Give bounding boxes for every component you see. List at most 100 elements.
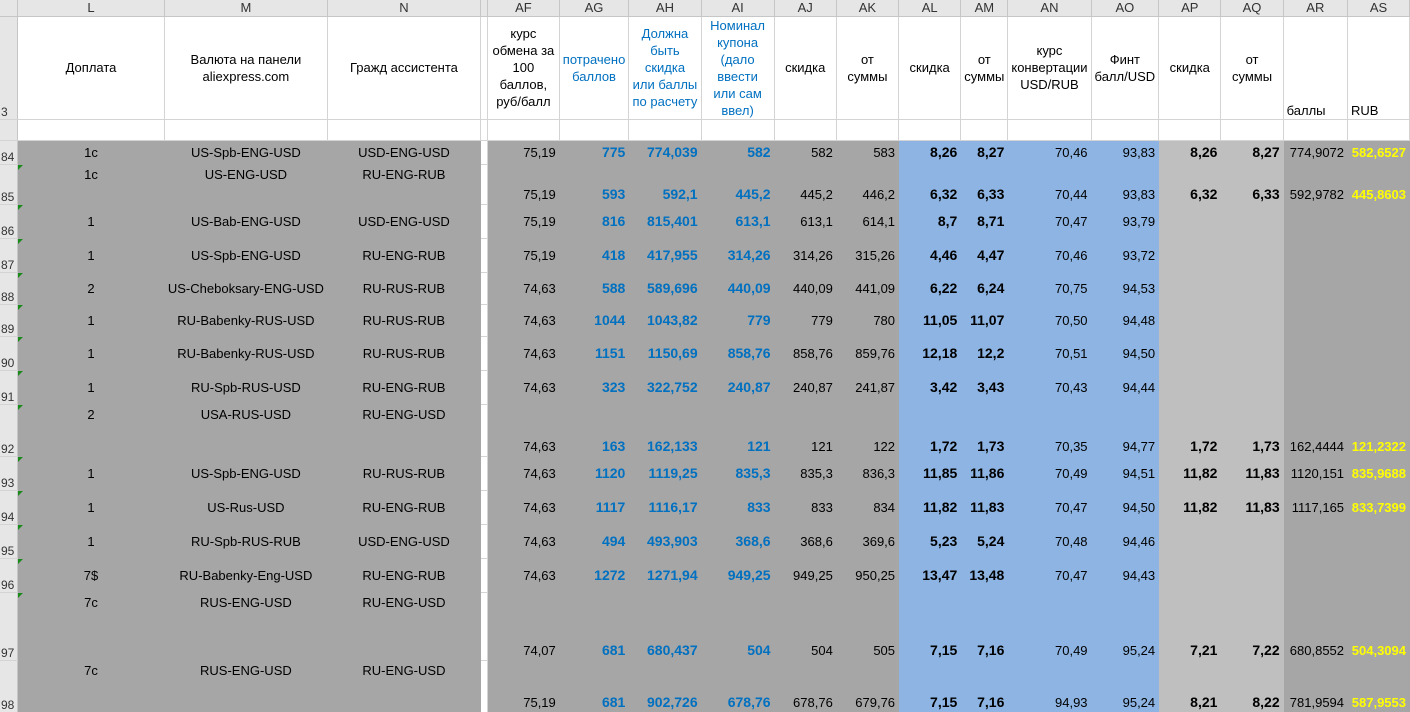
cell-l[interactable]: 2 xyxy=(17,272,165,305)
cell-ar[interactable]: 1120,151 xyxy=(1283,456,1349,491)
cell-ar[interactable]: 592,9782 xyxy=(1283,164,1349,205)
cell-al[interactable]: 7,15 xyxy=(898,592,962,661)
cell-l[interactable]: 7$ xyxy=(17,558,165,593)
cell-af[interactable]: 74,07 xyxy=(487,592,560,661)
comment-indicator-icon[interactable] xyxy=(17,491,23,496)
cell-ar[interactable] xyxy=(1283,336,1349,371)
column-header-n[interactable]: N xyxy=(327,0,481,17)
cell-am[interactable]: 7,16 xyxy=(960,592,1009,661)
cell-ao[interactable]: 93,83 xyxy=(1091,164,1160,205)
cell-aq[interactable]: 1,73 xyxy=(1220,404,1284,457)
cell-am[interactable]: 4,47 xyxy=(960,238,1009,273)
header-ap[interactable]: скидка xyxy=(1158,16,1222,120)
cell-ai[interactable]: 678,76 xyxy=(701,660,775,712)
cell-aj[interactable]: 613,1 xyxy=(774,204,837,239)
cell-am[interactable]: 13,48 xyxy=(960,558,1009,593)
cell-al[interactable]: 8,26 xyxy=(898,140,962,165)
cell-al[interactable]: 6,32 xyxy=(898,164,962,205)
cell-ao[interactable]: 95,24 xyxy=(1091,660,1160,712)
cell-al[interactable]: 8,7 xyxy=(898,204,962,239)
cell-ah[interactable]: 417,955 xyxy=(628,238,702,273)
cell-ak[interactable]: 614,1 xyxy=(836,204,900,239)
cell-ak[interactable]: 122 xyxy=(836,404,900,457)
cell-aq[interactable] xyxy=(1220,238,1284,273)
cell-ag[interactable]: 681 xyxy=(559,660,630,712)
empty-cell[interactable] xyxy=(1091,119,1160,141)
cell-ar[interactable]: 774,9072 xyxy=(1283,140,1349,165)
cell-am[interactable]: 11,86 xyxy=(960,456,1009,491)
empty-cell[interactable] xyxy=(1158,119,1222,141)
cell-ao[interactable]: 94,50 xyxy=(1091,336,1160,371)
cell-ak[interactable]: 834 xyxy=(836,490,900,525)
cell-af[interactable]: 74,63 xyxy=(487,558,560,593)
cell-ar[interactable] xyxy=(1283,524,1349,559)
cell-aj[interactable]: 949,25 xyxy=(774,558,837,593)
header-aj[interactable]: скидка xyxy=(774,16,837,120)
empty-cell[interactable] xyxy=(487,119,560,141)
cell-aj[interactable]: 314,26 xyxy=(774,238,837,273)
comment-indicator-icon[interactable] xyxy=(17,305,23,310)
cell-ar[interactable]: 162,4444 xyxy=(1283,404,1349,457)
cell-ao[interactable]: 94,44 xyxy=(1091,370,1160,405)
cell-as[interactable] xyxy=(1347,238,1410,273)
cell-an[interactable]: 70,46 xyxy=(1007,238,1092,273)
header-as[interactable]: RUB xyxy=(1347,16,1410,120)
cell-aq[interactable]: 8,27 xyxy=(1220,140,1284,165)
column-header-an[interactable]: AN xyxy=(1007,0,1092,17)
cell-an[interactable]: 70,35 xyxy=(1007,404,1092,457)
cell-ag[interactable]: 163 xyxy=(559,404,630,457)
cell-ar[interactable]: 680,8552 xyxy=(1283,592,1349,661)
comment-indicator-icon[interactable] xyxy=(17,593,23,598)
cell-as[interactable] xyxy=(1347,558,1410,593)
cell-n[interactable]: RU-ENG-RUB xyxy=(327,490,481,525)
cell-al[interactable]: 4,46 xyxy=(898,238,962,273)
header-ao[interactable]: Финт балл/USD xyxy=(1091,16,1160,120)
cell-ah[interactable]: 680,437 xyxy=(628,592,702,661)
cell-n[interactable]: RU-RUS-RUB xyxy=(327,336,481,371)
cell-ao[interactable]: 94,43 xyxy=(1091,558,1160,593)
cell-af[interactable]: 75,19 xyxy=(487,140,560,165)
cell-am[interactable]: 3,43 xyxy=(960,370,1009,405)
cell-l[interactable]: 2 xyxy=(17,404,165,457)
cell-af[interactable]: 75,19 xyxy=(487,164,560,205)
cell-ar[interactable] xyxy=(1283,204,1349,239)
cell-n[interactable]: USD-ENG-USD xyxy=(327,140,481,165)
cell-ap[interactable]: 7,21 xyxy=(1158,592,1222,661)
cell-m[interactable]: RU-Babenky-Eng-USD xyxy=(164,558,328,593)
comment-indicator-icon[interactable] xyxy=(17,205,23,210)
cell-n[interactable]: RU-ENG-RUB xyxy=(327,238,481,273)
header-m[interactable]: Валюта на панели aliexpress.com xyxy=(164,16,328,120)
cell-an[interactable]: 70,47 xyxy=(1007,558,1092,593)
cell-aq[interactable] xyxy=(1220,370,1284,405)
cell-af[interactable]: 74,63 xyxy=(487,336,560,371)
cell-as[interactable]: 445,8603 xyxy=(1347,164,1410,205)
column-header-l[interactable]: L xyxy=(17,0,165,17)
cell-an[interactable]: 94,93 xyxy=(1007,660,1092,712)
cell-m[interactable]: US-Bab-ENG-USD xyxy=(164,204,328,239)
cell-an[interactable]: 70,50 xyxy=(1007,304,1092,337)
cell-ao[interactable]: 93,83 xyxy=(1091,140,1160,165)
cell-ai[interactable]: 949,25 xyxy=(701,558,775,593)
cell-af[interactable]: 74,63 xyxy=(487,272,560,305)
column-header-al[interactable]: AL xyxy=(898,0,962,17)
cell-ap[interactable] xyxy=(1158,370,1222,405)
cell-n[interactable]: RU-RUS-RUB xyxy=(327,456,481,491)
cell-am[interactable]: 8,71 xyxy=(960,204,1009,239)
cell-ap[interactable]: 11,82 xyxy=(1158,456,1222,491)
cell-al[interactable]: 6,22 xyxy=(898,272,962,305)
column-header-aj[interactable]: AJ xyxy=(774,0,837,17)
empty-cell[interactable] xyxy=(701,119,775,141)
cell-as[interactable]: 582,6527 xyxy=(1347,140,1410,165)
cell-aq[interactable]: 8,22 xyxy=(1220,660,1284,712)
cell-ar[interactable] xyxy=(1283,272,1349,305)
cell-aj[interactable]: 121 xyxy=(774,404,837,457)
cell-aj[interactable]: 240,87 xyxy=(774,370,837,405)
cell-ar[interactable]: 1117,165 xyxy=(1283,490,1349,525)
cell-aq[interactable] xyxy=(1220,558,1284,593)
cell-am[interactable]: 11,07 xyxy=(960,304,1009,337)
cell-al[interactable]: 11,05 xyxy=(898,304,962,337)
cell-n[interactable]: RU-ENG-USD xyxy=(327,660,481,712)
cell-n[interactable]: RU-ENG-USD xyxy=(327,592,481,661)
cell-l[interactable]: 1 xyxy=(17,524,165,559)
empty-cell[interactable] xyxy=(559,119,630,141)
